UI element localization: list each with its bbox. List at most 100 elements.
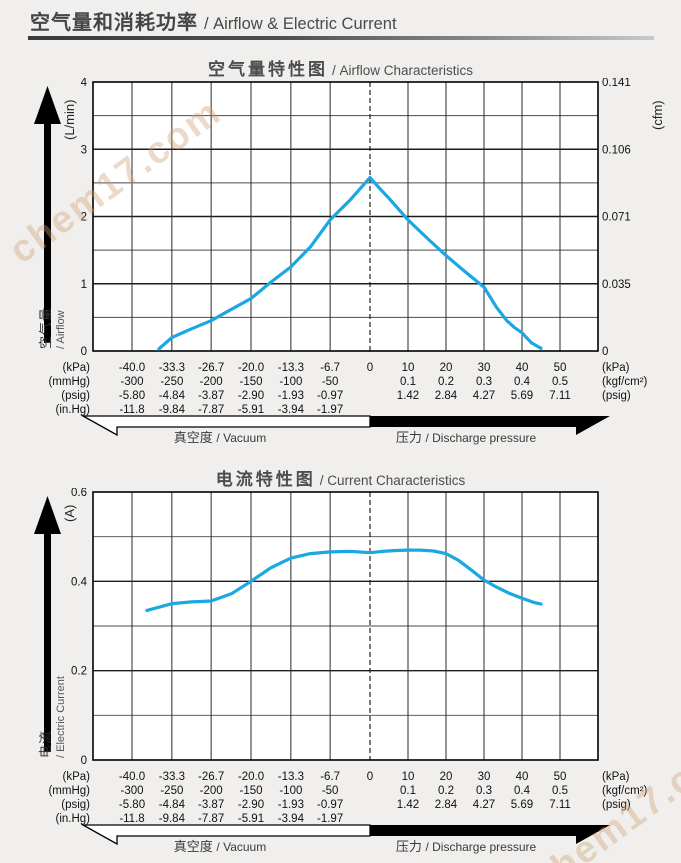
x-tick-pressure: 30: [478, 771, 491, 783]
x-tick-vacuum: -2.90: [238, 390, 264, 402]
y-right-tick: 0.106: [602, 144, 631, 156]
x-unit-left: (kPa): [63, 771, 91, 783]
x-tick-vacuum: -20.0: [238, 362, 264, 374]
current-chart-title: 电流特性图 / Current Characteristics: [0, 465, 681, 490]
x-tick-pressure: 0.3: [476, 785, 492, 797]
airflow-chart-title: 空气量特性图 / Airflow Characteristics: [0, 55, 681, 80]
x-unit-right: (kgf/cm²): [602, 785, 648, 797]
x-tick-pressure: 4.27: [473, 799, 495, 811]
x-tick-vacuum: -5.91: [238, 813, 264, 825]
y-axis-label-en: / Airflow: [55, 310, 67, 349]
x-tick-pressure: 1.42: [397, 799, 419, 811]
x-tick-pressure: 0.4: [514, 785, 531, 797]
x-tick-vacuum: -13.3: [278, 362, 304, 374]
y-axis-arrow-icon: [34, 496, 61, 534]
x-tick-pressure: 5.69: [511, 799, 533, 811]
x-tick-vacuum: -40.0: [119, 771, 145, 783]
airflow-chart-title-en: / Airflow Characteristics: [331, 63, 474, 78]
y-right-tick: 0.035: [602, 279, 631, 291]
pressure-range-arrow-icon: [370, 416, 610, 435]
x-tick-pressure: 1.42: [397, 390, 419, 402]
y-left-tick: 0.6: [71, 488, 87, 499]
x-unit-left: (psig): [61, 799, 90, 811]
y-axis-arrow-shaft: [44, 528, 51, 752]
x-tick-pressure: 7.11: [549, 390, 571, 402]
x-tick-vacuum: -300: [120, 785, 143, 797]
vacuum-range-arrow-icon: [80, 824, 371, 846]
x-tick-pressure: 5.69: [511, 390, 533, 402]
x-tick-vacuum: -11.8: [119, 404, 144, 416]
x-tick-vacuum: -100: [279, 785, 302, 797]
x-tick-pressure: 2.84: [435, 390, 458, 402]
x-tick-pressure: 50: [554, 362, 567, 374]
x-tick-vacuum: -100: [279, 376, 302, 388]
page-title-zh: 空气量和消耗功率: [30, 12, 198, 34]
x-tick-vacuum: -13.3: [278, 771, 304, 783]
x-tick-pressure: 20: [440, 362, 453, 374]
y-left-unit-label: (A): [62, 505, 77, 522]
x-tick-vacuum: -9.84: [159, 813, 186, 825]
x-tick-pressure: 4.27: [473, 390, 495, 402]
y-left-tick: 0.2: [71, 666, 87, 678]
x-tick-vacuum: -150: [239, 785, 262, 797]
x-tick-pressure: 2.84: [435, 799, 458, 811]
y-axis-label-en: / Electric Current: [55, 676, 67, 758]
x-tick-pressure: 40: [516, 362, 529, 374]
x-unit-left: (in.Hg): [55, 813, 90, 825]
x-tick-pressure: 10: [402, 771, 415, 783]
x-tick-vacuum: -7.87: [198, 813, 224, 825]
y-left-tick: 0.4: [71, 576, 88, 588]
x-unit-right: (psig): [602, 799, 631, 811]
y-left-tick: 2: [81, 212, 87, 224]
x-tick-vacuum: -4.84: [159, 390, 186, 402]
y-axis-label-zh: 电流: [38, 730, 53, 758]
x-tick-vacuum: -4.84: [159, 799, 186, 811]
x-tick-vacuum: -26.7: [198, 771, 224, 783]
x-tick-vacuum: -0.97: [317, 390, 343, 402]
x-tick-vacuum: -50: [322, 785, 339, 797]
x-unit-left: (mmHg): [48, 785, 90, 797]
current-chart: 0.6 0.4 0.2 0 (A) 电流 / Electric Current (kPa) -4…: [34, 488, 648, 854]
y-left-tick: 0: [81, 755, 87, 767]
y-axis-label-zh: 空气量: [38, 307, 53, 349]
x-tick-pressure: 0.5: [552, 785, 568, 797]
y-right-tick: 0.141: [602, 78, 631, 89]
x-tick-vacuum: -1.97: [317, 404, 343, 416]
x-tick-vacuum: -33.3: [159, 771, 185, 783]
x-tick-pressure: 50: [554, 771, 567, 783]
current-chart-title-en: / Current Characteristics: [319, 473, 466, 488]
x-unit-right: (kPa): [602, 362, 630, 374]
x-tick-vacuum: -5.91: [238, 404, 264, 416]
x-tick-vacuum: -3.87: [198, 799, 224, 811]
y-left-tick: 3: [81, 144, 87, 156]
x-tick-vacuum: -1.93: [278, 390, 304, 402]
x-tick-vacuum: -0.97: [317, 799, 343, 811]
x-tick-vacuum: -5.80: [119, 390, 145, 402]
x-tick-pressure: 7.11: [549, 799, 571, 811]
x-unit-left: (psig): [61, 390, 90, 402]
pressure-range-label: 压力 / Discharge pressure: [396, 839, 537, 854]
x-unit-left: (in.Hg): [55, 404, 90, 416]
y-left-tick: 4: [81, 78, 88, 89]
x-tick-pressure: 0.1: [400, 376, 416, 388]
x-tick-vacuum: -3.94: [278, 813, 305, 825]
x-tick-vacuum: -3.94: [278, 404, 305, 416]
x-tick-zero: 0: [367, 771, 373, 783]
y-right-tick: 0: [602, 346, 608, 358]
x-tick-vacuum: -40.0: [119, 362, 145, 374]
vacuum-range-label: 真空度 / Vacuum: [174, 430, 266, 445]
x-tick-vacuum: -3.87: [198, 390, 224, 402]
x-tick-vacuum: -5.80: [119, 799, 145, 811]
y-left-unit-label: (L/min): [62, 100, 77, 140]
x-tick-vacuum: -20.0: [238, 771, 264, 783]
pressure-range-arrow-icon: [370, 825, 610, 844]
x-tick-pressure: 10: [402, 362, 415, 374]
airflow-L-per-min-curve: [157, 175, 543, 351]
x-tick-pressure: 40: [516, 771, 529, 783]
y-axis-arrow-icon: [34, 86, 61, 124]
pressure-range-label: 压力 / Discharge pressure: [396, 430, 537, 445]
x-tick-vacuum: -200: [200, 785, 223, 797]
x-unit-right: (kPa): [602, 771, 630, 783]
